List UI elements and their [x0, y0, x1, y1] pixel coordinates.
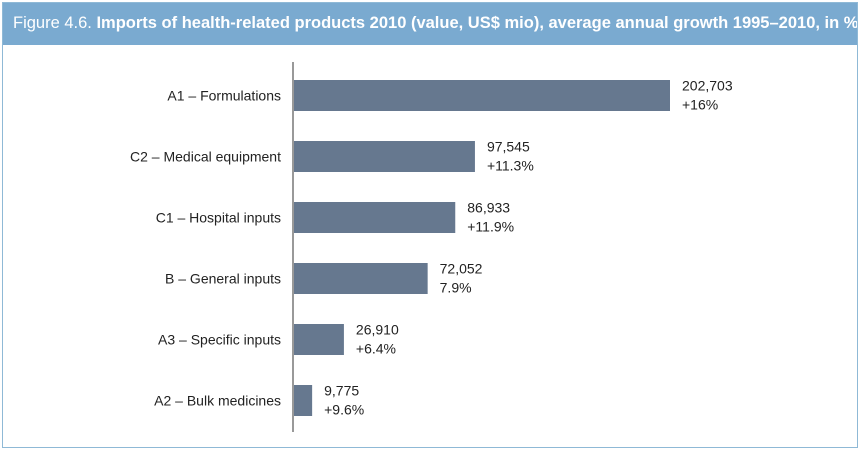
bar — [294, 80, 670, 111]
figure-header: Figure 4.6. Imports of health-related pr… — [3, 3, 857, 45]
bar — [294, 385, 313, 416]
bar — [294, 263, 428, 294]
category-label: A1 – Formulations — [167, 88, 281, 104]
value-label: 26,910 — [356, 322, 399, 338]
category-label: B – General inputs — [165, 271, 281, 287]
growth-label: 7.9% — [440, 280, 472, 296]
growth-label: +6.4% — [356, 341, 396, 357]
category-label: A2 – Bulk medicines — [154, 393, 281, 409]
figure-frame: Figure 4.6. Imports of health-related pr… — [2, 2, 858, 448]
category-label: C2 – Medical equipment — [130, 149, 281, 165]
value-label: 202,703 — [682, 78, 733, 94]
category-label: A3 – Specific inputs — [158, 332, 281, 348]
bar — [294, 324, 344, 355]
value-label: 97,545 — [487, 139, 530, 155]
figure-label: Figure 4.6. — [13, 14, 92, 32]
figure-title: Imports of health-related products 2010 … — [96, 14, 857, 32]
growth-label: +11.3% — [487, 158, 534, 174]
growth-label: +9.6% — [324, 402, 364, 418]
value-label: 86,933 — [467, 200, 510, 216]
growth-label: +16% — [682, 97, 718, 113]
bar — [294, 141, 475, 172]
bar — [294, 202, 456, 233]
value-label: 72,052 — [440, 261, 483, 277]
value-label: 9,775 — [324, 383, 359, 399]
growth-label: +11.9% — [467, 219, 514, 235]
category-label: C1 – Hospital inputs — [156, 210, 281, 226]
